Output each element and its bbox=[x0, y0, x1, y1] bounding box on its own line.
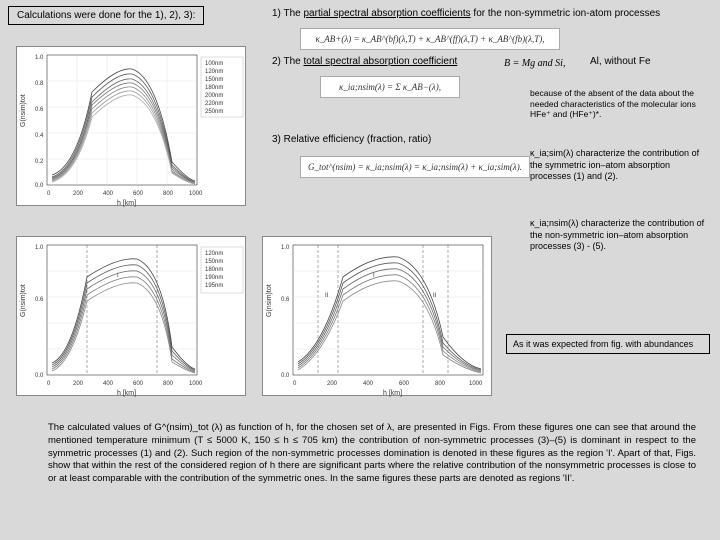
svg-text:0.6: 0.6 bbox=[281, 297, 290, 303]
svg-text:0: 0 bbox=[47, 191, 51, 197]
svg-text:0.8: 0.8 bbox=[35, 81, 44, 87]
svg-text:800: 800 bbox=[163, 381, 174, 387]
note-1-text: because of the absent of the data about … bbox=[530, 88, 696, 119]
svg-text:0.0: 0.0 bbox=[35, 373, 44, 379]
expected-text: As it was expected from fig. with abunda… bbox=[513, 339, 693, 349]
svg-text:1000: 1000 bbox=[189, 191, 203, 197]
svg-text:200: 200 bbox=[73, 381, 84, 387]
chart-top-left: 0 200 400 600 800 1000 1.0 0.8 0.6 0.4 0.2 0.0 h… bbox=[16, 46, 246, 206]
section-3-heading: 3) Relative efficiency (fraction, ratio) bbox=[272, 134, 431, 145]
svg-text:200nm: 200nm bbox=[205, 93, 223, 99]
svg-text:G(nsim)tot: G(nsim)tot bbox=[266, 284, 273, 317]
svg-text:800: 800 bbox=[435, 381, 446, 387]
eq2-text: κ_ia;nsim(λ) = Σ κ_AB−(λ), bbox=[339, 82, 441, 92]
bottom-paragraph: The calculated values of G^(nsim)_tot (λ… bbox=[48, 422, 696, 486]
s2-pre: 2) The bbox=[272, 56, 304, 67]
svg-text:190nm: 190nm bbox=[205, 275, 223, 281]
equation-1: κ_AB+(λ) = κ_AB^(bf)(λ,T) + κ_AB^(ff)(λ,… bbox=[300, 28, 560, 50]
svg-text:180nm: 180nm bbox=[205, 267, 223, 273]
eq1-text: κ_AB+(λ) = κ_AB^(bf)(λ,T) + κ_AB^(ff)(λ,… bbox=[315, 34, 544, 44]
svg-text:600: 600 bbox=[133, 381, 144, 387]
note-2-text: κ_ia;sim(λ) characterize the contributio… bbox=[530, 148, 699, 181]
svg-text:0.6: 0.6 bbox=[35, 297, 44, 303]
svg-text:600: 600 bbox=[399, 381, 410, 387]
svg-text:II: II bbox=[325, 293, 329, 299]
svg-text:0.0: 0.0 bbox=[35, 183, 44, 189]
svg-text:800: 800 bbox=[163, 191, 174, 197]
svg-text:400: 400 bbox=[363, 381, 374, 387]
svg-text:0.2: 0.2 bbox=[35, 159, 44, 165]
svg-text:150nm: 150nm bbox=[205, 259, 223, 265]
svg-text:180nm: 180nm bbox=[205, 85, 223, 91]
chart-bottom-left: I 0200400 6008001000 1.00.60.0 h [km] G(… bbox=[16, 236, 246, 396]
svg-text:220nm: 220nm bbox=[205, 101, 223, 107]
s2-underline: total spectral absorption coefficient bbox=[304, 56, 458, 67]
svg-text:1.0: 1.0 bbox=[281, 245, 290, 251]
svg-text:1.0: 1.0 bbox=[35, 245, 44, 251]
svg-text:1000: 1000 bbox=[469, 381, 483, 387]
svg-text:250nm: 250nm bbox=[205, 109, 223, 115]
chart-svg-1: 0 200 400 600 800 1000 1.0 0.8 0.6 0.4 0.2 0.0 h… bbox=[17, 47, 247, 207]
chart-svg-3: I II II 0200400 6008001000 1.00.60.0 h [… bbox=[263, 237, 493, 397]
svg-text:200: 200 bbox=[73, 191, 84, 197]
note-3: κ_ia;nsim(λ) characterize the contributi… bbox=[530, 218, 710, 253]
svg-text:h [km]: h [km] bbox=[383, 390, 402, 397]
header-text: Calculations were done for the 1), 2), 3… bbox=[17, 10, 195, 21]
svg-text:600: 600 bbox=[133, 191, 144, 197]
svg-text:0.0: 0.0 bbox=[281, 373, 290, 379]
s1-underline: partial spectral absorption coefficients bbox=[304, 8, 471, 19]
svg-text:G(nsim)tot: G(nsim)tot bbox=[20, 284, 27, 317]
eq2-bms-text: B = Mg and Si, bbox=[504, 58, 565, 69]
equation-3: G_tot^(nsim) = κ_ia;nsim(λ) = κ_ia;nsim(… bbox=[300, 156, 530, 178]
section-2-heading: 2) The total spectral absorption coeffic… bbox=[272, 56, 457, 67]
eq2-tail: Al, without Fe bbox=[590, 56, 651, 67]
expected-box: As it was expected from fig. with abunda… bbox=[506, 334, 710, 354]
svg-text:120nm: 120nm bbox=[205, 251, 223, 257]
svg-text:1.0: 1.0 bbox=[35, 55, 44, 61]
s3-text: 3) Relative efficiency (fraction, ratio) bbox=[272, 134, 431, 145]
s1-tail: for the non-symmetric ion-atom processes bbox=[471, 8, 661, 19]
eq3-text: G_tot^(nsim) = κ_ia;nsim(λ) = κ_ia;nsim(… bbox=[308, 162, 522, 172]
svg-text:195nm: 195nm bbox=[205, 283, 223, 289]
svg-text:II: II bbox=[433, 293, 437, 299]
svg-text:200: 200 bbox=[327, 381, 338, 387]
svg-text:h [km]: h [km] bbox=[117, 200, 136, 207]
svg-text:400: 400 bbox=[103, 191, 114, 197]
svg-text:0: 0 bbox=[293, 381, 297, 387]
chart-bottom-right: I II II 0200400 6008001000 1.00.60.0 h [… bbox=[262, 236, 492, 396]
svg-text:400: 400 bbox=[103, 381, 114, 387]
section-1-heading: 1) The partial spectral absorption coeff… bbox=[272, 8, 660, 19]
s1-pre: 1) The bbox=[272, 8, 304, 19]
eq2-bms: B = Mg and Si, bbox=[504, 58, 565, 69]
svg-text:120nm: 120nm bbox=[205, 69, 223, 75]
svg-text:150nm: 150nm bbox=[205, 77, 223, 83]
bottom-text: The calculated values of G^(nsim)_tot (λ… bbox=[48, 422, 696, 484]
note-2: κ_ia;sim(λ) characterize the contributio… bbox=[530, 148, 710, 183]
svg-text:100nm: 100nm bbox=[205, 61, 223, 67]
svg-text:G(nsim)tot: G(nsim)tot bbox=[20, 94, 27, 127]
svg-text:0.4: 0.4 bbox=[35, 133, 44, 139]
eq2-tail-text: Al, without Fe bbox=[590, 56, 651, 67]
svg-text:0.6: 0.6 bbox=[35, 107, 44, 113]
note-3-text: κ_ia;nsim(λ) characterize the contributi… bbox=[530, 218, 704, 251]
svg-text:h [km]: h [km] bbox=[117, 390, 136, 397]
note-1: because of the absent of the data about … bbox=[530, 88, 710, 120]
chart-svg-2: I 0200400 6008001000 1.00.60.0 h [km] G(… bbox=[17, 237, 247, 397]
header-box: Calculations were done for the 1), 2), 3… bbox=[8, 6, 204, 25]
svg-text:1000: 1000 bbox=[189, 381, 203, 387]
svg-text:0: 0 bbox=[47, 381, 51, 387]
equation-2: κ_ia;nsim(λ) = Σ κ_AB−(λ), bbox=[320, 76, 460, 98]
